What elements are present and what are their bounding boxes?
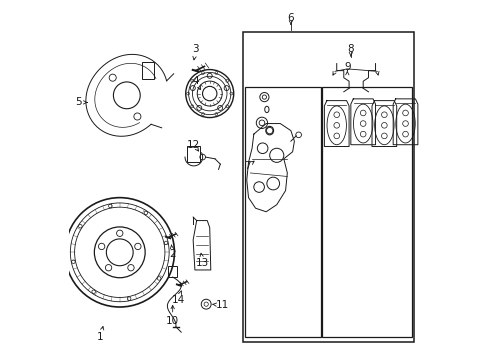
Text: 1: 1: [97, 332, 104, 342]
Text: 5: 5: [75, 98, 82, 107]
Bar: [245, 86, 321, 337]
Text: 4: 4: [192, 76, 199, 86]
Bar: [243, 32, 415, 342]
Bar: [188, 147, 200, 162]
Text: 13: 13: [196, 258, 209, 268]
Text: 14: 14: [172, 295, 185, 305]
Text: 10: 10: [166, 316, 179, 326]
Text: 6: 6: [288, 13, 294, 23]
Text: 7: 7: [245, 161, 251, 171]
Bar: [169, 266, 177, 277]
Text: 3: 3: [192, 45, 199, 54]
Text: 9: 9: [344, 62, 351, 72]
Text: 2: 2: [170, 249, 176, 259]
Text: 11: 11: [216, 300, 229, 310]
Bar: [322, 86, 412, 337]
Text: 8: 8: [347, 45, 354, 54]
Bar: [142, 62, 154, 80]
Text: 12: 12: [187, 140, 200, 150]
